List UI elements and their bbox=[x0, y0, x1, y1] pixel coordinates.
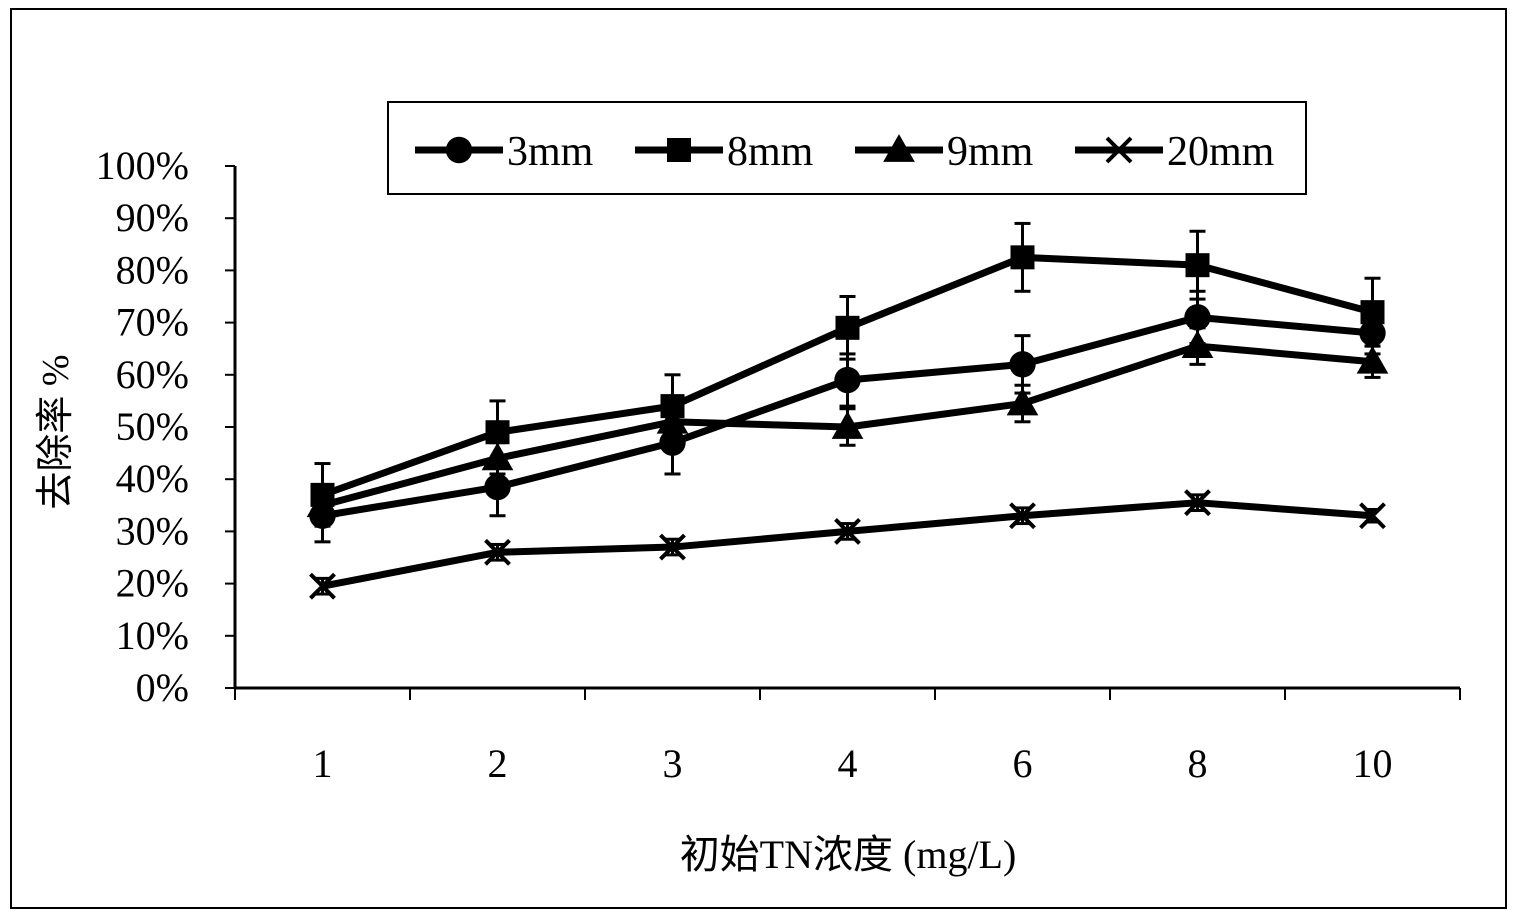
data-point bbox=[831, 411, 864, 439]
x-tick-label: 4 bbox=[838, 741, 858, 786]
data-point bbox=[835, 315, 860, 340]
data-point bbox=[1356, 345, 1389, 374]
y-tick-label: 50% bbox=[116, 404, 189, 449]
data-point bbox=[1185, 253, 1210, 278]
y-tick-label: 40% bbox=[116, 456, 189, 501]
y-tick-label: 0% bbox=[136, 665, 189, 710]
x-tick-label: 10 bbox=[1353, 741, 1393, 786]
x-tick-label: 8 bbox=[1188, 741, 1208, 786]
x-tick-label: 6 bbox=[1013, 741, 1033, 786]
data-point bbox=[834, 366, 861, 394]
x-tick-labels: 1 2 3 4 6 8 10 bbox=[313, 741, 1393, 786]
data-point bbox=[309, 572, 336, 600]
legend-label: 3mm bbox=[507, 129, 594, 175]
data-point bbox=[1360, 300, 1385, 325]
legend-label: 20mm bbox=[1167, 129, 1275, 175]
x-tick-label: 1 bbox=[313, 741, 333, 786]
data-point bbox=[1009, 351, 1036, 378]
data-point bbox=[1181, 330, 1214, 358]
data-point bbox=[656, 405, 689, 434]
data-point bbox=[485, 420, 510, 445]
data-point bbox=[1010, 245, 1035, 270]
legend-label: 9mm bbox=[947, 129, 1034, 175]
data-point bbox=[1009, 502, 1036, 530]
legend-item-20mm: 20mm bbox=[1075, 129, 1275, 175]
y-axis-label: 去除率 % bbox=[35, 354, 77, 509]
legend: 3mm 8mm 9mm 20mm bbox=[387, 101, 1307, 195]
data-point bbox=[1359, 502, 1386, 530]
x-tick-label: 2 bbox=[488, 741, 508, 786]
legend-marker bbox=[1105, 136, 1133, 164]
y-tick-label: 100% bbox=[96, 143, 189, 188]
data-point bbox=[484, 538, 511, 566]
series-line bbox=[321, 499, 1373, 590]
data-point bbox=[1006, 387, 1039, 416]
legend-label: 8mm bbox=[727, 129, 814, 175]
data-point bbox=[1184, 304, 1211, 331]
data-point bbox=[484, 473, 511, 501]
legend-marker bbox=[445, 136, 473, 164]
data-point bbox=[659, 533, 686, 561]
data-point bbox=[834, 517, 861, 545]
data-point bbox=[1184, 489, 1211, 517]
legend-item-9mm: 9mm bbox=[855, 129, 1034, 175]
data-point bbox=[481, 442, 514, 471]
y-tick-labels: 0% 10% 20% 30% 40% 50% 60% 70% 80% 90% 100% bbox=[96, 143, 189, 710]
x-axis-label: 初始TN浓度 (mg/L) bbox=[680, 832, 1017, 877]
axes bbox=[225, 165, 1461, 700]
series-9mm bbox=[306, 326, 1389, 523]
y-tick-label: 90% bbox=[116, 195, 189, 240]
y-tick-label: 20% bbox=[116, 561, 189, 606]
y-tick-label: 60% bbox=[116, 352, 189, 397]
y-tick-label: 70% bbox=[116, 300, 189, 345]
series-20mm bbox=[309, 489, 1386, 600]
legend-item-8mm: 8mm bbox=[635, 129, 814, 175]
x-tick-label: 3 bbox=[663, 741, 683, 786]
data-point bbox=[306, 489, 339, 518]
y-tick-label: 10% bbox=[116, 613, 189, 658]
legend-marker bbox=[883, 134, 915, 162]
y-tick-label: 80% bbox=[116, 247, 189, 292]
series-layer bbox=[306, 221, 1389, 600]
y-tick-label: 30% bbox=[116, 508, 189, 553]
legend-item-3mm: 3mm bbox=[415, 129, 594, 175]
legend-marker bbox=[667, 138, 691, 162]
